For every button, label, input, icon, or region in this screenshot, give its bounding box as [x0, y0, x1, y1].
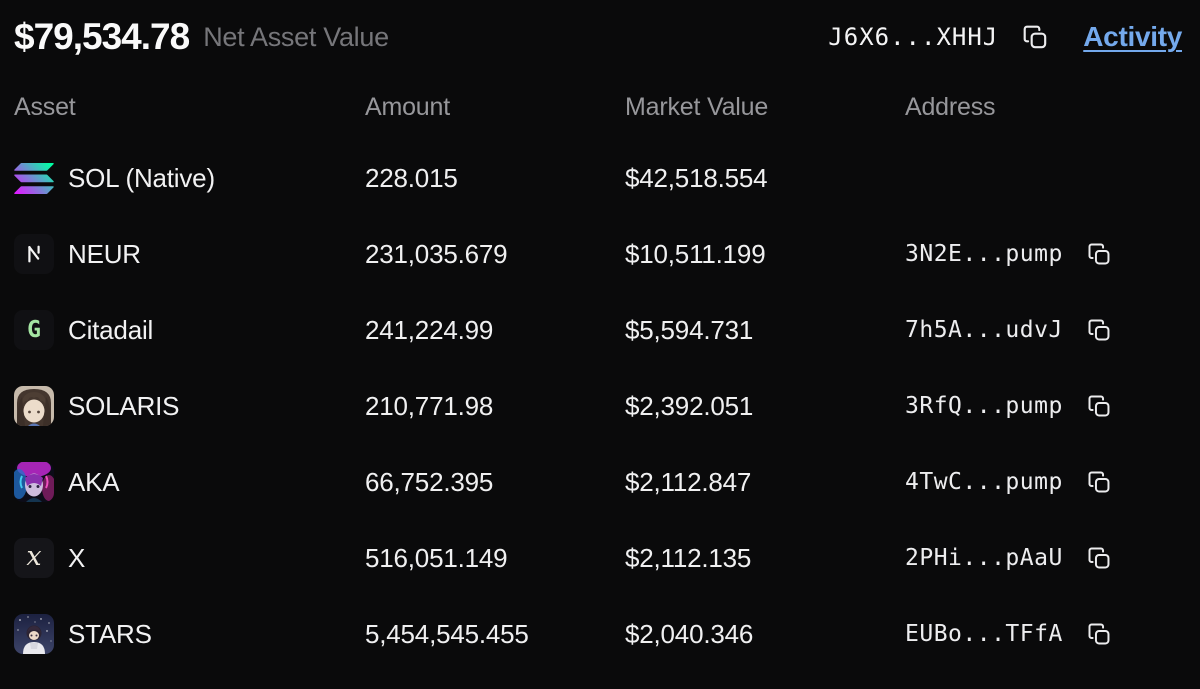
token-address: EUBo...TFfA	[905, 621, 1063, 647]
solaris-avatar	[14, 386, 54, 426]
market-value: $2,392.051	[625, 390, 754, 421]
market-value: $10,511.199	[625, 238, 766, 269]
market-value: $2,112.135	[625, 542, 752, 573]
table-row: x X 516,051.149 $2,112.135 2PHi...pAaU	[0, 520, 1200, 596]
copy-address-icon[interactable]	[1087, 470, 1112, 495]
market-value: $42,518.554	[625, 162, 768, 193]
x-token-icon: x	[14, 538, 54, 578]
market-value: $2,112.847	[625, 466, 752, 497]
neur-token-icon	[14, 234, 54, 274]
amount-value: 66,752.395	[365, 466, 494, 497]
column-header-address: Address	[905, 92, 996, 121]
copy-address-icon[interactable]	[1087, 394, 1112, 419]
amount-value: 210,771.98	[365, 390, 494, 421]
stars-avatar	[14, 614, 54, 654]
market-value: $5,594.731	[625, 314, 754, 345]
token-address: 7h5A...udvJ	[905, 317, 1063, 343]
column-header-amount: Amount	[365, 92, 450, 121]
table-row: SOL (Native) 228.015 $42,518.554	[0, 140, 1200, 216]
asset-name: NEUR	[68, 238, 141, 269]
column-header-asset: Asset	[14, 92, 76, 121]
token-address: 4TwC...pump	[905, 469, 1063, 495]
asset-name: SOLARIS	[68, 390, 180, 421]
token-address: 2PHi...pAaU	[905, 545, 1063, 571]
token-address: 3N2E...pump	[905, 241, 1063, 267]
token-address: 3RfQ...pump	[905, 393, 1063, 419]
market-value: $2,040.346	[625, 618, 754, 649]
table-row: AKA 66,752.395 $2,112.847 4TwC...pump	[0, 444, 1200, 520]
asset-name: X	[68, 542, 86, 573]
copy-wallet-address-icon[interactable]	[1022, 24, 1049, 51]
amount-value: 231,035.679	[365, 238, 508, 269]
copy-address-icon[interactable]	[1087, 546, 1112, 571]
amount-value: 5,454,545.455	[365, 618, 529, 649]
column-header-market-value: Market Value	[625, 92, 769, 121]
amount-value: 516,051.149	[365, 542, 508, 573]
amount-value: 241,224.99	[365, 314, 494, 345]
table-row: SOLARIS 210,771.98 $2,392.051 3RfQ...pum…	[0, 368, 1200, 444]
table-row: G Citadail 241,224.99 $5,594.731 7h5A...…	[0, 292, 1200, 368]
wallet-address[interactable]: J6X6...XHHJ	[828, 23, 999, 51]
asset-name: AKA	[68, 466, 120, 497]
copy-address-icon[interactable]	[1087, 242, 1112, 267]
table-row: STARS 5,454,545.455 $2,040.346 EUBo...TF…	[0, 596, 1200, 672]
net-asset-value-label: Net Asset Value	[203, 21, 389, 52]
net-asset-value: $79,534.78	[14, 16, 190, 57]
table-row: NEUR 231,035.679 $10,511.199 3N2E...pump	[0, 216, 1200, 292]
header: $79,534.78 Net Asset Value J6X6...XHHJ A…	[0, 0, 1200, 74]
copy-address-icon[interactable]	[1087, 622, 1112, 647]
asset-name: SOL (Native)	[68, 162, 215, 193]
table-header: Asset Amount Market Value Address	[0, 74, 1200, 140]
aka-avatar	[14, 462, 54, 502]
copy-address-icon[interactable]	[1087, 318, 1112, 343]
citadail-token-icon: G	[14, 310, 54, 350]
asset-name: Citadail	[68, 314, 154, 345]
activity-link[interactable]: Activity	[1083, 21, 1182, 52]
asset-name: STARS	[68, 618, 152, 649]
solana-icon	[14, 158, 54, 198]
amount-value: 228.015	[365, 162, 458, 193]
